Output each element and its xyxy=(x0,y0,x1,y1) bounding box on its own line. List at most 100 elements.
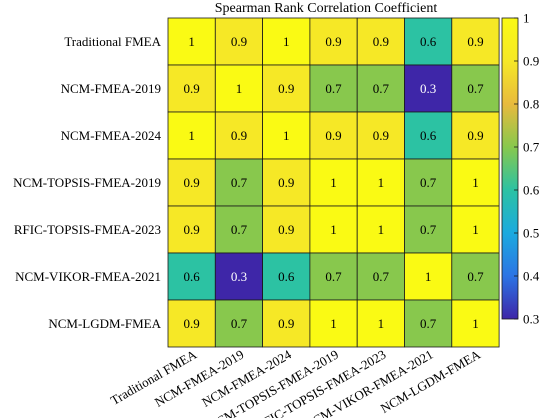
row-label: RFIC-TOPSIS-FMEA-2023 xyxy=(14,222,161,237)
heatmap-cell xyxy=(404,17,453,66)
heatmap-cell xyxy=(309,111,358,160)
cell-value-label: 1 xyxy=(188,34,195,49)
cell-value-label: 0.9 xyxy=(278,175,294,190)
heatmap-cell xyxy=(451,158,500,207)
cell-value-label: 0.7 xyxy=(420,222,437,237)
heatmap-cell xyxy=(214,158,264,207)
heatmap-cells: 1 0.9 1 0.9 0.9 0.6 0.9 0.9 1 0.9 0.7 0.7 0.3 0.7 1 0.9… xyxy=(167,17,500,348)
row-label: Traditional FMEA xyxy=(64,34,161,49)
cell-value-label: 1 xyxy=(472,175,479,190)
heatmap-cell xyxy=(167,64,216,113)
cell-value-label: 1 xyxy=(378,175,385,190)
row-label: NCM-FMEA-2024 xyxy=(61,128,162,143)
heatmap-cell xyxy=(356,111,405,160)
row-label: NCM-TOPSIS-FMEA-2019 xyxy=(13,175,161,190)
cell-value-label: 0.9 xyxy=(325,34,341,49)
cell-value-label: 0.7 xyxy=(373,269,390,284)
heatmap-cell xyxy=(404,299,453,348)
heatmap-cell xyxy=(356,252,405,301)
colorbar-gradient xyxy=(501,17,519,320)
cell-value-label: 0.9 xyxy=(278,81,294,96)
cell-value-label: 1 xyxy=(378,222,385,237)
heatmap-cell xyxy=(214,111,264,160)
cell-value-label: 0.7 xyxy=(373,81,390,96)
colorbar-tick-label: 0.5 xyxy=(523,226,539,241)
cell-value-label: 0.7 xyxy=(420,175,437,190)
cell-value-label: 1 xyxy=(330,175,337,190)
cell-value-label: 0.9 xyxy=(231,128,247,143)
cell-value-label: 0.7 xyxy=(420,316,437,331)
row-label: NCM-VIKOR-FMEA-2021 xyxy=(15,269,161,284)
heatmap-cell xyxy=(262,205,311,254)
heatmap-cell xyxy=(167,17,216,66)
cell-value-label: 0.6 xyxy=(278,269,295,284)
heatmap-cell xyxy=(167,252,216,301)
cell-value-label: 0.9 xyxy=(278,222,294,237)
heatmap-cell xyxy=(167,205,216,254)
heatmap-cell xyxy=(356,299,405,348)
cell-value-label: 1 xyxy=(425,269,432,284)
colorbar: 0.3 0.4 0.5 0.6 0.7 0.8 0.9 1 xyxy=(501,11,540,327)
column-labels: Traditional FMEANCM-FMEA-2019NCM-FMEA-20… xyxy=(108,346,484,418)
cell-value-label: 0.9 xyxy=(373,34,389,49)
cell-value-label: 0.7 xyxy=(325,81,342,96)
cell-value-label: 1 xyxy=(378,316,385,331)
cell-value-label: 1 xyxy=(283,128,290,143)
heatmap-cell xyxy=(404,111,453,160)
colorbar-tick-label: 0.7 xyxy=(523,140,540,155)
heatmap-cell xyxy=(262,299,311,348)
cell-value-label: 1 xyxy=(330,222,337,237)
cell-value-label: 0.6 xyxy=(420,128,437,143)
heatmap-cell xyxy=(214,17,264,66)
colorbar-tick-label: 0.3 xyxy=(523,312,539,327)
cell-value-label: 0.9 xyxy=(184,81,200,96)
row-label: NCM-FMEA-2019 xyxy=(61,81,161,96)
heatmap-cell xyxy=(309,158,358,207)
cell-value-label: 0.6 xyxy=(420,34,437,49)
heatmap-cell xyxy=(451,252,500,301)
cell-value-label: 1 xyxy=(472,316,479,331)
row-label: NCM-LGDM-FMEA xyxy=(48,316,161,331)
colorbar-tick-label: 0.6 xyxy=(523,183,540,198)
heatmap-cell xyxy=(262,111,311,160)
colorbar-tick-label: 0.4 xyxy=(523,269,540,284)
cell-value-label: 0.9 xyxy=(184,222,200,237)
cell-value-label: 0.7 xyxy=(231,175,248,190)
heatmap-cell xyxy=(262,64,311,113)
cell-value-label: 0.9 xyxy=(373,128,389,143)
cell-value-label: 0.9 xyxy=(467,34,483,49)
cell-value-label: 0.9 xyxy=(325,128,341,143)
chart-title: Spearman Rank Correlation Coefficient xyxy=(215,1,438,16)
cell-value-label: 0.7 xyxy=(467,81,484,96)
heatmap-cell xyxy=(309,299,358,348)
cell-value-label: 0.7 xyxy=(231,222,248,237)
cell-value-label: 0.3 xyxy=(420,81,436,96)
cell-value-label: 0.3 xyxy=(231,269,247,284)
heatmap-cell xyxy=(167,299,216,348)
heatmap-cell xyxy=(451,64,500,113)
colorbar-tick-label: 1 xyxy=(523,11,530,26)
cell-value-label: 0.9 xyxy=(467,128,483,143)
heatmap-cell xyxy=(309,252,358,301)
heatmap-cell xyxy=(167,158,216,207)
cell-value-label: 0.6 xyxy=(184,269,201,284)
cell-value-label: 1 xyxy=(283,34,290,49)
heatmap-cell xyxy=(262,17,311,66)
cell-value-label: 0.9 xyxy=(184,316,200,331)
heatmap-cell xyxy=(214,252,264,301)
heatmap-cell xyxy=(451,299,500,348)
heatmap-cell xyxy=(404,158,453,207)
cell-value-label: 0.7 xyxy=(231,316,248,331)
heatmap-cell xyxy=(356,64,405,113)
cell-value-label: 1 xyxy=(330,316,337,331)
row-labels: Traditional FMEA NCM-FMEA-2019 NCM-FMEA-20… xyxy=(13,34,161,331)
cell-value-label: 1 xyxy=(472,222,479,237)
cell-value-label: 0.9 xyxy=(184,175,200,190)
colorbar-tick-label: 0.9 xyxy=(523,54,539,69)
cell-value-label: 0.9 xyxy=(231,34,247,49)
heatmap-cell xyxy=(451,111,500,160)
cell-value-label: 0.7 xyxy=(325,269,342,284)
cell-value-label: 0.7 xyxy=(467,269,484,284)
cell-value-label: 1 xyxy=(236,81,243,96)
